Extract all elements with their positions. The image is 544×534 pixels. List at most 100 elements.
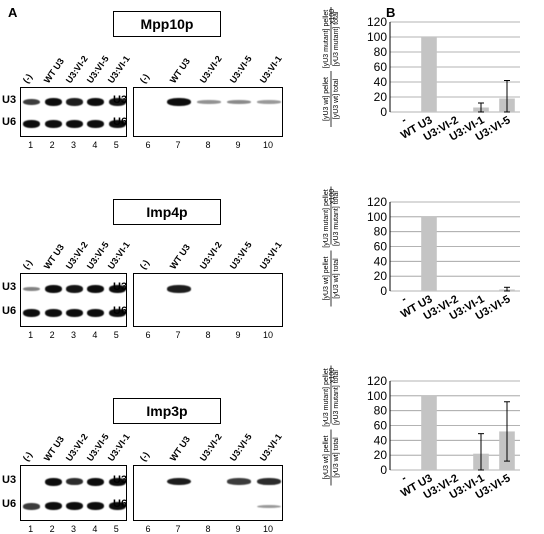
band-u3-lane-3 [65, 285, 84, 293]
row-label-u3: U3 [2, 281, 17, 294]
blot-imp4p-pellet [133, 273, 283, 327]
chart-1-ylabel-num-left: [yU3 mutant] pellet [323, 10, 330, 68]
band-u3-lane-7 [167, 285, 191, 293]
chart-3-tick-label: 60 [374, 419, 388, 433]
lane-number-10: 10 [262, 330, 273, 340]
band-u3-lane-2 [44, 477, 62, 486]
chart-1-ylabel-multiplier: x100 [329, 9, 336, 24]
chart-2-tick-label: 0 [380, 284, 387, 298]
band-u3-lane-4 [87, 98, 105, 106]
lane-number-7: 7 [175, 140, 181, 150]
lane-number-9: 9 [235, 330, 241, 340]
lane-number-6: 6 [145, 524, 151, 534]
band-u6-lane-3 [65, 308, 84, 317]
lane-number-2: 2 [49, 330, 55, 340]
band-u6-lane-2 [44, 120, 62, 128]
band-u3-lane-10 [257, 100, 281, 104]
chart-1-tick-label: 40 [374, 75, 388, 89]
band-u6-lane-1 [23, 308, 41, 317]
lane-number-3: 3 [70, 524, 76, 534]
chart-2-ylabel-den-left: [yU3 mutant] total [333, 191, 340, 246]
row-label-u6: U6 [113, 304, 128, 317]
chart-3-tick-label: 120 [367, 374, 387, 388]
blot-mpp10p-pellet [133, 87, 283, 137]
chart-2-tick-label: 40 [374, 254, 388, 268]
panel-a-label: A [8, 5, 18, 20]
chart-3-tick-label: 20 [374, 448, 388, 462]
row-label-u6: U6 [2, 116, 17, 128]
band-u3-lane-2 [44, 98, 62, 106]
chart-3-ylabel-multiplier: x100 [329, 368, 336, 383]
chart-3-category-label-1: - [399, 472, 408, 484]
row-label-u6: U6 [113, 116, 128, 128]
protein-title-mpp10p: Mpp10p [113, 11, 221, 37]
band-u3-lane-5 [108, 285, 126, 294]
lane-number-9: 9 [235, 524, 241, 534]
lane-number-7: 7 [175, 330, 181, 340]
lane-number-1: 1 [28, 330, 34, 340]
band-u3-lane-5 [108, 98, 126, 106]
band-u3-lane-3 [65, 478, 84, 486]
lane-number-1: 1 [28, 524, 34, 534]
chart-2-ylabel-num-right: [yU3 wt] pellet [323, 256, 330, 300]
blot-imp3p-pellet [133, 465, 283, 521]
lane-number-6: 6 [145, 330, 151, 340]
chart-1-ylabel-den-left: [yU3 mutant] total [333, 11, 340, 66]
chart-1-tick-label: 20 [374, 90, 388, 104]
row-label-u3: U3 [2, 473, 17, 486]
chart-3-ylabel-den-right: [yU3 wt] total [333, 437, 340, 478]
chart-2-category-label-1: - [399, 293, 408, 305]
chart-2-ylabel-num-left: [yU3 mutant] pellet [323, 189, 330, 247]
chart-2-tick-label: 100 [367, 210, 387, 224]
chart-1-tick-label: 60 [374, 60, 388, 74]
row-label-u3: U3 [113, 94, 128, 106]
band-u6-lane-4 [87, 308, 105, 317]
band-u6-lane-10 [257, 504, 281, 509]
row-label-u6: U6 [113, 498, 128, 511]
chart-1-ylabel-num-right: [yU3 wt] pellet [323, 77, 330, 121]
chart-3-bar-2 [421, 395, 437, 470]
chart-3-ylabel-den-left: [yU3 mutant] total [333, 370, 340, 425]
chart-1-category-label-1: - [399, 114, 408, 126]
chart-2-tick-label: 80 [374, 225, 388, 239]
lane-number-7: 7 [175, 524, 181, 534]
chart-3-tick-label: 80 [374, 404, 388, 418]
panel-b-label: B [386, 5, 396, 20]
band-u3-lane-7 [167, 477, 191, 486]
band-u3-lane-4 [87, 477, 105, 486]
lane-number-10: 10 [262, 140, 273, 150]
band-u6-lane-4 [87, 120, 105, 128]
row-label-u3: U3 [113, 281, 128, 294]
chart-2-ylabel-den-right: [yU3 wt] total [333, 258, 340, 299]
lane-number-8: 8 [205, 330, 211, 340]
chart-2-tick-label: 60 [374, 240, 388, 254]
chart-1-tick-label: 100 [367, 30, 387, 44]
band-u3-lane-7 [167, 98, 191, 106]
band-u6-lane-5 [108, 502, 126, 511]
protein-title-imp4p: Imp4p [113, 199, 221, 225]
lane-number-5: 5 [113, 524, 119, 534]
lane-number-2: 2 [49, 524, 55, 534]
band-u3-lane-9 [227, 478, 251, 485]
band-u6-lane-1 [23, 120, 41, 128]
lane-number-6: 6 [145, 140, 151, 150]
lane-number-5: 5 [113, 330, 119, 340]
band-u3-lane-5 [108, 477, 126, 486]
band-u3-lane-8 [197, 100, 221, 104]
chart-2-tick-label: 120 [367, 195, 387, 209]
band-u6-lane-5 [108, 308, 126, 317]
lane-number-4: 4 [92, 330, 98, 340]
lane-number-8: 8 [205, 524, 211, 534]
band-u6-lane-4 [87, 502, 105, 511]
band-u6-lane-5 [108, 120, 126, 128]
chart-1-tick-label: 80 [374, 45, 388, 59]
lane-number-4: 4 [92, 140, 98, 150]
band-u3-lane-9 [227, 100, 251, 104]
chart-3-tick-label: 40 [374, 433, 388, 447]
blot-imp4p-total [20, 273, 127, 327]
lane-number-1: 1 [28, 140, 34, 150]
blot-mpp10p-total [20, 87, 127, 137]
band-u6-lane-1 [23, 503, 41, 510]
band-u3-lane-10 [257, 478, 281, 486]
